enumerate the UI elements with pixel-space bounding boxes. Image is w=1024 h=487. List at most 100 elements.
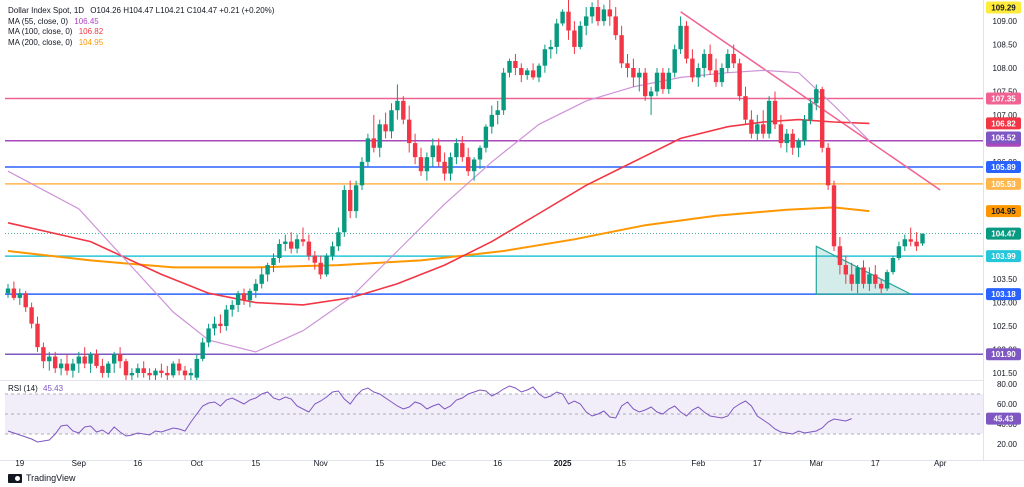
- candle-body: [182, 370, 188, 376]
- candle-body: [861, 267, 866, 284]
- candle-body: [814, 89, 819, 104]
- candle-body: [253, 283, 258, 291]
- candle-body: [200, 342, 205, 359]
- candle-body: [696, 68, 701, 78]
- time-tick-label: Oct: [191, 459, 204, 468]
- candle-body: [702, 53, 707, 69]
- candle-body: [713, 70, 719, 83]
- candle-body: [306, 241, 312, 256]
- candle-body: [772, 100, 778, 125]
- candle-body: [100, 365, 105, 373]
- price-tick-label: 103.50: [993, 275, 1018, 284]
- candle-body: [58, 363, 64, 369]
- candle-body: [855, 267, 860, 284]
- candle-body: [353, 185, 359, 212]
- candle-body: [88, 354, 93, 364]
- candle-body: [235, 293, 241, 305]
- rsi-label: RSI (14): [8, 384, 38, 393]
- candle-body: [849, 274, 854, 284]
- candle-body: [660, 72, 666, 90]
- legend-ma55[interactable]: MA (55, close, 0) 106.45: [8, 17, 274, 28]
- rsi-tick-label: 20.00: [997, 440, 1018, 449]
- time-tick-label: Feb: [691, 459, 705, 468]
- ma55-label: MA (55, close, 0): [8, 16, 69, 26]
- candle-body: [507, 60, 512, 73]
- candle-body: [637, 72, 642, 78]
- candle-body: [265, 265, 270, 275]
- candle-body: [247, 290, 253, 301]
- price-tag-bg: [986, 1, 1021, 14]
- candle-body: [619, 35, 624, 64]
- price-tag: 109.29: [991, 4, 1016, 13]
- time-tick-label: Mar: [809, 459, 823, 468]
- level-tag: 105.53: [991, 180, 1016, 189]
- candle-body: [607, 9, 612, 17]
- candle-body: [755, 124, 760, 134]
- candle-body: [135, 368, 140, 373]
- candle-body: [82, 356, 87, 364]
- price-axis-border: [983, 0, 984, 460]
- candle-body: [902, 239, 907, 247]
- tradingview-logo[interactable]: TradingView: [8, 473, 76, 483]
- legend-ma100[interactable]: MA (100, close, 0) 106.82: [8, 27, 274, 38]
- candle-body: [454, 143, 459, 158]
- level-tag-bg: [986, 92, 1021, 105]
- candle-body: [631, 68, 636, 78]
- candle-body: [41, 347, 46, 362]
- candle-body: [259, 274, 264, 284]
- candle-body: [684, 25, 689, 59]
- rsi-line: [7, 385, 852, 443]
- rsi-legend[interactable]: RSI (14) 45.43: [8, 384, 63, 393]
- chart-legend: Dollar Index Spot, 1D O104.26 H104.47 L1…: [8, 6, 274, 48]
- candle-body: [643, 72, 648, 97]
- candle-body: [94, 354, 99, 366]
- candle-body: [147, 372, 152, 376]
- candle-body: [466, 157, 471, 172]
- price-tag-bg: [986, 205, 1021, 218]
- candle-body: [908, 239, 913, 242]
- time-tick-label: 15: [375, 459, 384, 468]
- candle-body: [424, 157, 430, 172]
- candle-body: [867, 274, 872, 284]
- level-tag-bg: [986, 161, 1021, 174]
- level-tag: 107.35: [991, 95, 1016, 104]
- candle-body: [554, 23, 559, 47]
- candle-body: [820, 89, 825, 148]
- candle-body: [519, 68, 524, 76]
- candle-body: [808, 103, 813, 120]
- candle-body: [206, 328, 211, 343]
- candle-body: [879, 283, 884, 289]
- price-tick-label: 108.00: [993, 64, 1018, 73]
- candle-body: [448, 157, 453, 174]
- level-tag: 103.99: [991, 252, 1016, 261]
- candle-body: [153, 370, 158, 376]
- legend-ma200[interactable]: MA (200, close, 0) 104.95: [8, 38, 274, 49]
- candle-body: [690, 58, 695, 78]
- candle-body: [289, 241, 294, 249]
- symbol-title[interactable]: Dollar Index Spot, 1D: [8, 6, 85, 15]
- price-tick-label: 107.50: [993, 87, 1018, 96]
- ma200-label: MA (200, close, 0): [8, 37, 73, 47]
- candle-body: [64, 363, 70, 371]
- ma200-line: [7, 206, 870, 269]
- level-tag-bg: [986, 250, 1021, 263]
- rsi-tick-label: 60.00: [997, 400, 1018, 409]
- time-tick-label: Dec: [432, 459, 446, 468]
- candle-body: [477, 147, 483, 160]
- time-axis-border: [0, 460, 1024, 461]
- candle-body: [395, 100, 400, 111]
- ma200-value: 104.95: [78, 37, 104, 47]
- candle-body: [165, 372, 170, 376]
- ma100-label: MA (100, close, 0): [8, 27, 73, 36]
- candle-body: [412, 143, 418, 158]
- candle-body: [920, 233, 925, 244]
- candle-body: [513, 60, 518, 69]
- candle-body: [324, 255, 329, 275]
- price-tick-label: 109.00: [993, 17, 1018, 26]
- rsi-tick-label: 80.00: [997, 380, 1018, 389]
- candle-body: [123, 361, 129, 376]
- candle-body: [530, 70, 536, 78]
- candle-body: [389, 110, 394, 132]
- candle-body: [106, 363, 111, 373]
